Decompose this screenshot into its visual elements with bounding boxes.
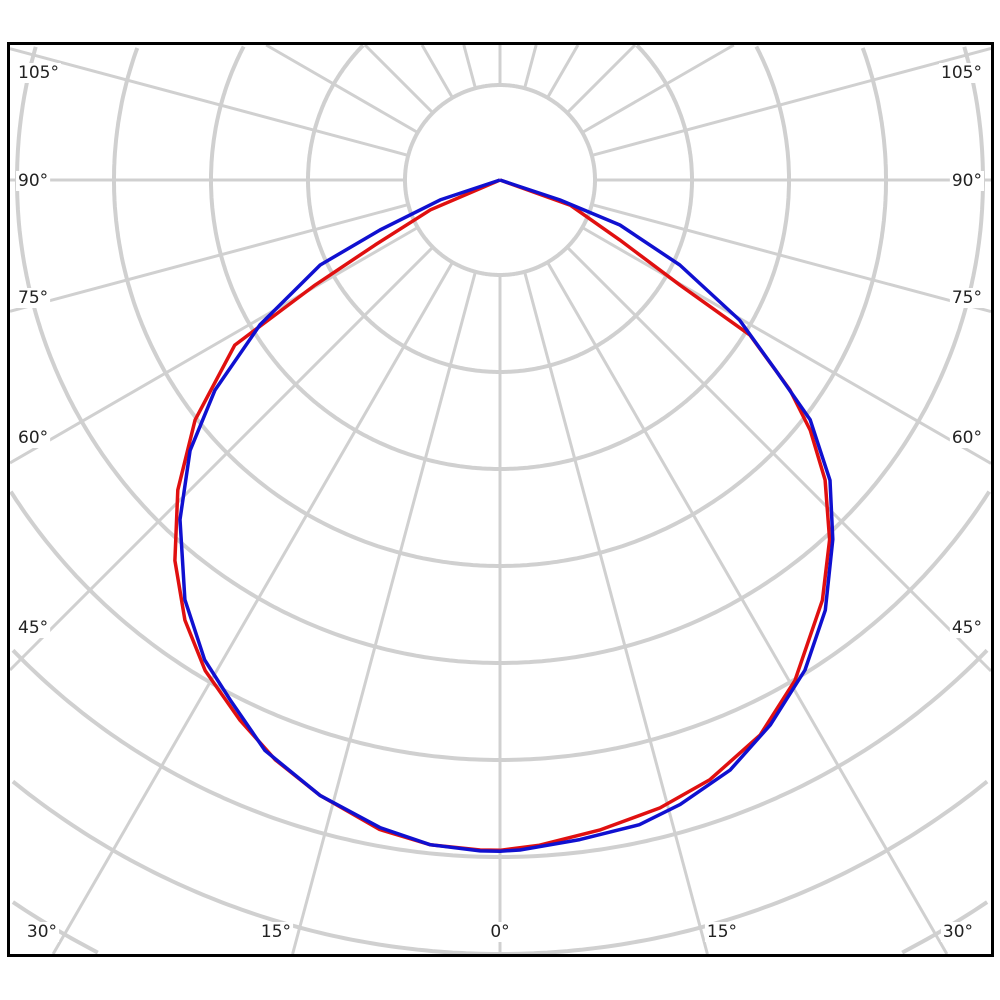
label-right-105: 105°	[941, 63, 982, 83]
label-left-105: 105°	[18, 63, 59, 83]
label-right-45: 45°	[952, 618, 982, 638]
series-line-1	[173, 178, 832, 853]
label-right-75: 75°	[952, 288, 982, 308]
grid-spoke	[581, 226, 992, 465]
intensity-curves	[173, 178, 835, 853]
label-bottom-15-right: 15°	[707, 922, 737, 942]
label-background	[16, 428, 51, 448]
chart-frame	[7, 42, 994, 957]
grid-spoke	[546, 261, 949, 955]
grid-spoke	[8, 246, 434, 672]
grid-spoke	[591, 46, 992, 157]
label-left-90: 90°	[18, 171, 48, 191]
grid-spoke	[9, 203, 409, 313]
grid-spoke	[566, 43, 637, 114]
label-background	[16, 171, 51, 191]
label-background	[949, 428, 984, 448]
label-background	[16, 618, 51, 638]
series-line-2	[178, 178, 835, 853]
grid-ring	[112, 47, 888, 568]
label-background	[16, 63, 61, 83]
grid-spoke	[363, 43, 434, 114]
grid-spoke	[566, 246, 993, 673]
angle-labels: 105° 90° 75° 60° 45° 105° 90° 75° 60° 45…	[16, 63, 984, 942]
grid-ring	[11, 779, 989, 956]
grid-spoke	[462, 44, 477, 89]
label-right-60: 60°	[952, 428, 982, 448]
label-background	[488, 922, 512, 942]
grid-spoke	[523, 271, 709, 955]
label-background	[949, 618, 984, 638]
label-background	[258, 922, 294, 942]
grid-spoke	[546, 44, 580, 99]
label-background	[16, 288, 51, 308]
grid-spoke	[51, 261, 454, 955]
label-background	[940, 922, 976, 942]
grid-ring	[306, 43, 694, 374]
grid-spoke	[523, 44, 538, 89]
label-bottom-30-right: 30°	[943, 922, 973, 942]
label-background	[949, 171, 984, 191]
label-bottom-0: 0°	[490, 922, 509, 942]
label-right-90: 90°	[952, 171, 982, 191]
grid-spoke	[9, 47, 409, 157]
grid-spoke	[420, 44, 454, 99]
label-bottom-30-left: 30°	[27, 922, 57, 942]
grid-spoke	[591, 203, 992, 314]
label-left-45: 45°	[18, 618, 48, 638]
grid-ring	[11, 648, 989, 859]
grid-spoke	[581, 43, 735, 134]
grid-spoke	[291, 271, 477, 955]
label-background	[949, 288, 984, 308]
label-background	[939, 63, 984, 83]
label-left-60: 60°	[18, 428, 48, 448]
grid-ring	[15, 46, 985, 665]
label-background	[704, 922, 740, 942]
grid-spoke	[265, 43, 419, 134]
label-bottom-15-left: 15°	[261, 922, 291, 942]
polar-grid	[8, 43, 993, 956]
label-background	[24, 922, 60, 942]
grid-spoke	[9, 226, 419, 465]
label-left-75: 75°	[18, 288, 48, 308]
